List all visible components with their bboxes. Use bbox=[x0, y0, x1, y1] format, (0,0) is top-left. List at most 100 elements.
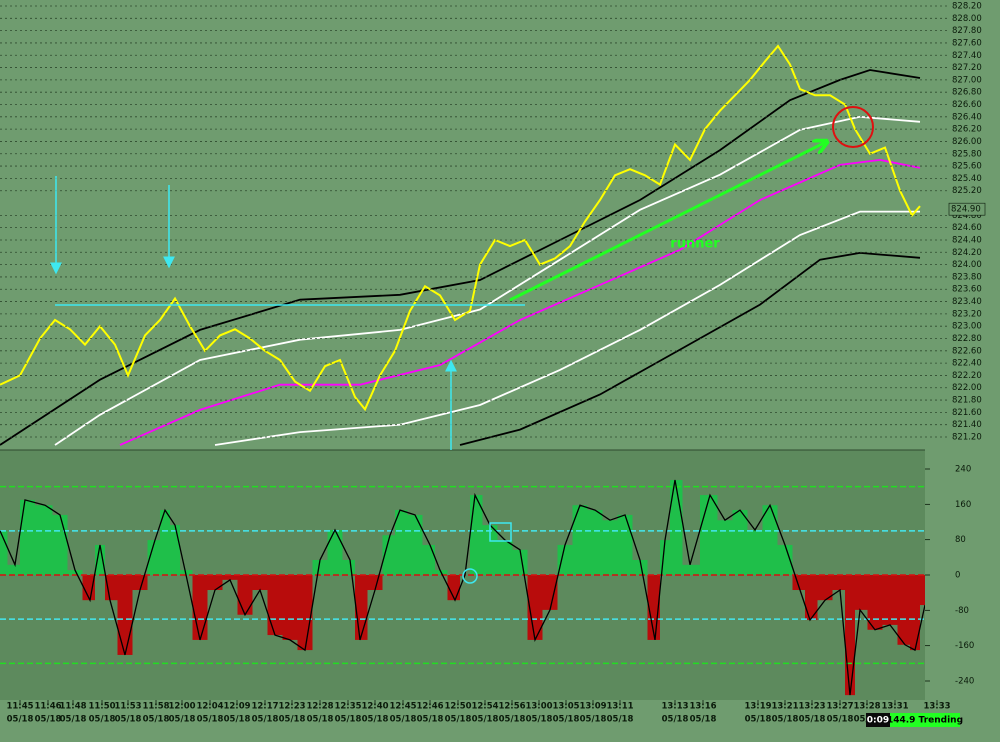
y-tick-label: 823.00 bbox=[952, 322, 982, 332]
histogram-bar bbox=[267, 575, 283, 636]
histogram-bar bbox=[407, 514, 423, 575]
x-tick-date: 05/18 bbox=[252, 715, 279, 725]
y-tick-label: 821.60 bbox=[952, 408, 982, 418]
histogram-bar bbox=[747, 529, 763, 575]
histogram-bar bbox=[160, 510, 170, 575]
y-tick-label: 827.80 bbox=[952, 26, 982, 36]
histogram-bar bbox=[52, 514, 68, 575]
histogram-bar bbox=[602, 520, 618, 575]
indicator-line bbox=[0, 479, 925, 696]
annotations: runner bbox=[50, 106, 874, 584]
x-tick-label: 13:13 bbox=[661, 702, 688, 712]
x-tick-date: 05/18 bbox=[390, 715, 417, 725]
x-tick-date: 05/18 bbox=[772, 715, 799, 725]
last-price-label: 824.90 bbox=[951, 205, 981, 215]
x-tick-date: 05/18 bbox=[197, 715, 224, 725]
series-line bbox=[214, 210, 920, 446]
x-tick-label: 12:35 bbox=[334, 702, 361, 712]
histogram-bar bbox=[180, 570, 193, 575]
y-tick-label: 826.80 bbox=[952, 88, 982, 98]
histogram-bar bbox=[7, 564, 20, 575]
histogram-bar bbox=[497, 540, 513, 575]
highlight-circle bbox=[462, 568, 478, 584]
last-price-box bbox=[948, 202, 986, 216]
y-tick-label: -160 bbox=[955, 641, 974, 651]
status-bg bbox=[866, 713, 890, 727]
x-tick-label: 12:04 bbox=[196, 702, 223, 712]
histogram-bar bbox=[35, 505, 53, 575]
x-tick-date: 05/18 bbox=[362, 715, 389, 725]
y-tick-label: 826.40 bbox=[952, 112, 982, 122]
x-tick-date: 05/18 bbox=[445, 715, 472, 725]
y-tick-label: 828.00 bbox=[952, 14, 982, 24]
histogram-bar bbox=[542, 575, 558, 610]
x-tick-label: 13:28 bbox=[853, 702, 880, 712]
x-tick-date: 05/18 bbox=[89, 715, 116, 725]
histogram-bar bbox=[170, 525, 180, 575]
y-tick-label: 824.60 bbox=[952, 223, 982, 233]
histogram-bar bbox=[355, 575, 368, 640]
y-tick-label: 825.40 bbox=[952, 174, 982, 184]
histogram-bar bbox=[832, 575, 845, 591]
y-tick-label: 824.40 bbox=[952, 235, 982, 245]
y-tick-label: 825.60 bbox=[952, 162, 982, 172]
x-tick-label: 13:19 bbox=[744, 702, 771, 712]
histogram-bar bbox=[867, 575, 883, 630]
histogram-bar bbox=[422, 544, 435, 575]
histogram-bar bbox=[700, 495, 718, 575]
x-tick-label: 11:48 bbox=[59, 702, 86, 712]
x-tick-date: 05/18 bbox=[60, 715, 87, 725]
y-tick-label: 826.20 bbox=[952, 125, 982, 135]
histogram-bar bbox=[237, 575, 253, 615]
histogram-bar bbox=[817, 575, 833, 601]
y-tick-label: 828.20 bbox=[952, 2, 982, 12]
y-tick-label: 822.40 bbox=[952, 359, 982, 369]
histogram-bar bbox=[617, 514, 633, 575]
series-line bbox=[119, 158, 921, 446]
y-tick-label: 240 bbox=[955, 465, 971, 475]
histogram-bar bbox=[327, 529, 343, 575]
histogram-bar bbox=[395, 510, 408, 575]
histogram-bar bbox=[312, 559, 328, 575]
x-tick-date: 05/18 bbox=[417, 715, 444, 725]
y-tick-label: 823.80 bbox=[952, 272, 982, 282]
y-tick-label: 80 bbox=[955, 535, 966, 545]
x-tick-date: 05/18 bbox=[799, 715, 826, 725]
x-tick-label: 11:53 bbox=[114, 702, 141, 712]
histogram-bar bbox=[587, 510, 603, 575]
y-tick-label: 826.00 bbox=[952, 137, 982, 147]
histogram-bar bbox=[252, 575, 268, 591]
histogram-bar bbox=[882, 575, 898, 625]
x-tick-date: 05/18 bbox=[115, 715, 142, 725]
histogram-bar bbox=[20, 499, 35, 575]
indicator-plot bbox=[0, 479, 925, 696]
y-tick-label: 825.20 bbox=[952, 186, 982, 196]
y-tick-label: 822.80 bbox=[952, 334, 982, 344]
highlight-circle bbox=[832, 106, 874, 148]
histogram-bar bbox=[147, 540, 160, 575]
x-tick-label: 12:40 bbox=[361, 702, 388, 712]
histogram-bar bbox=[762, 505, 778, 575]
y-tick-label: 824.20 bbox=[952, 248, 982, 258]
x-tick-label: 11:58 bbox=[142, 702, 169, 712]
histogram-bar bbox=[95, 544, 105, 575]
y-tick-label: 822.60 bbox=[952, 346, 982, 356]
x-tick-date: 05/18 bbox=[224, 715, 251, 725]
y-tick-label: 823.60 bbox=[952, 285, 982, 295]
x-tick-label: 12:00 bbox=[168, 702, 195, 712]
y-tick-label: 823.40 bbox=[952, 297, 982, 307]
x-tick-date: 05/18 bbox=[7, 715, 34, 725]
histogram-bar bbox=[557, 544, 573, 575]
x-tick-label: 13:21 bbox=[771, 702, 798, 712]
y-tick-label: 160 bbox=[955, 500, 971, 510]
histogram-bar bbox=[845, 575, 855, 696]
histogram-bar bbox=[732, 510, 748, 575]
x-tick-label: 13:31 bbox=[881, 702, 908, 712]
x-tick-date: 05/18 bbox=[335, 715, 362, 725]
y-tick-label: -240 bbox=[955, 677, 974, 687]
x-tick-date: 05/18 bbox=[745, 715, 772, 725]
histogram-bar bbox=[282, 575, 298, 640]
histogram-bar bbox=[222, 575, 238, 580]
histogram-bar bbox=[192, 575, 208, 640]
